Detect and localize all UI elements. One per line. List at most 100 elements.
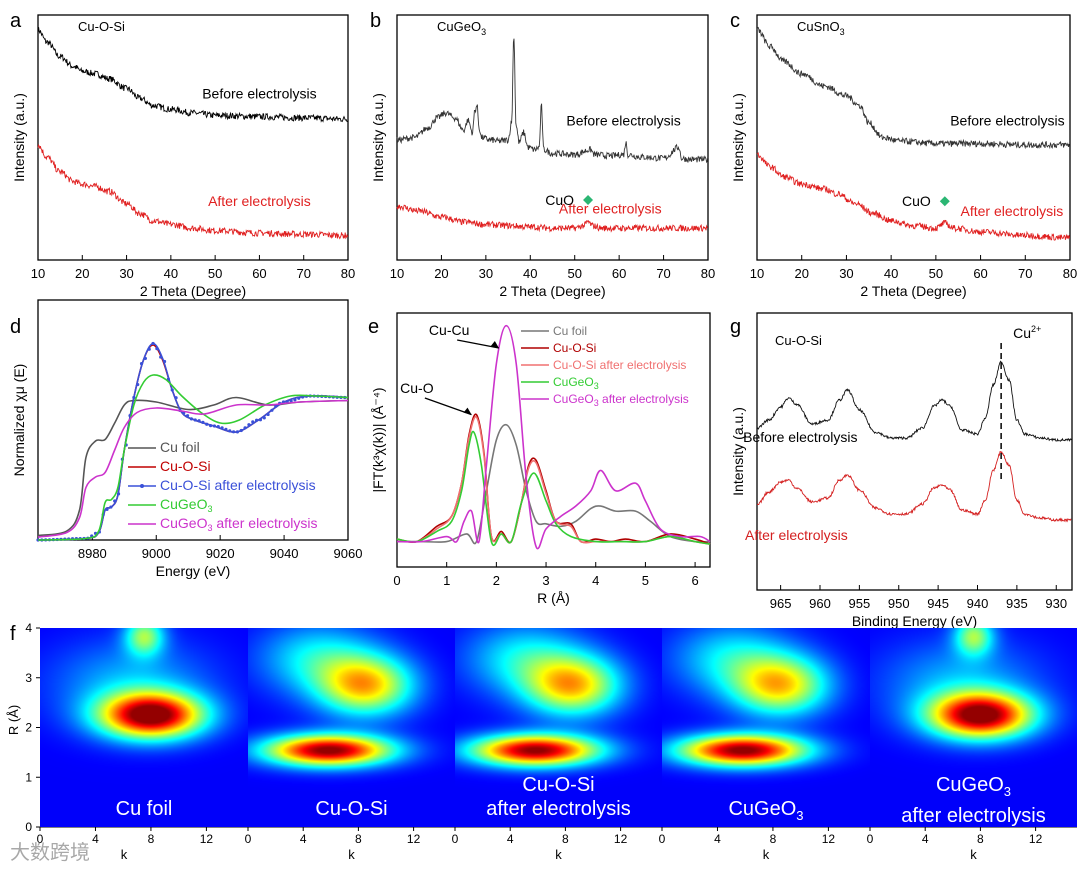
x-tick-label: 6 [691,573,698,588]
panel-letter-b: b [370,10,381,32]
x-tick-label: 20 [434,266,448,281]
subscript: 3 [594,398,599,408]
arrow-head [490,341,499,348]
annotation-arrow [457,339,499,349]
panel-title: Cu-O-Si [78,19,125,34]
x-tick-label: 1 [443,573,450,588]
data-point [136,382,140,387]
subscript: 3 [594,381,599,391]
x-tick-label: 20 [75,266,89,281]
legend-entry: CuGeO3 after electrolysis [160,515,318,533]
data-point [266,412,270,417]
series-line-before-electrolysis [756,360,1072,442]
series-line-after-electrolysis [37,143,349,240]
x-tick-label: 80 [1063,266,1077,281]
x-tick-label: 70 [296,266,310,281]
legend-suffix: after electrolysis [599,392,689,406]
x-axis-label: k [763,847,770,862]
series-line-cugeo3-after-electrolysis [396,324,711,550]
series-label: After electrolysis [745,527,848,543]
x-tick-label: 0 [867,832,874,846]
wavelet-map [662,628,870,827]
x-tick-label: 40 [164,266,178,281]
x-tick-label: 10 [390,266,404,281]
y-axis-label: R (Å) [6,705,21,735]
data-point [139,361,144,366]
x-tick-label: 965 [770,596,792,611]
x-tick-label: 0 [37,832,44,846]
x-tick-label: 50 [929,266,943,281]
x-tick-label: 8 [562,832,569,846]
x-tick-label: 4 [922,832,929,846]
plot-frame [396,14,709,261]
x-tick-label: 12 [200,832,214,846]
panel-letter-a: a [10,10,22,32]
x-tick-label: 955 [849,596,871,611]
x-tick-label: 2 [493,573,500,588]
map-label-text: CuGeO [935,774,1004,796]
panel-letter-d: d [10,316,21,338]
x-tick-label: 12 [1029,832,1043,846]
x-tick-label: 9000 [142,546,171,561]
data-point [109,505,113,509]
data-point [193,418,197,422]
map-label-line: CuGeO3 [662,797,870,828]
data-point [254,418,259,422]
x-tick-label: 945 [927,596,949,611]
data-point [243,426,247,430]
map-label-line: after electrolysis [901,805,1046,827]
x-tick-label: 50 [567,266,581,281]
map-label-text: CuGeO [728,798,797,820]
x-axis-label: Energy (eV) [156,563,231,579]
wavelet-axis-3: 0 4 8 12 k [659,827,836,862]
x-tick-label: 8 [148,832,155,846]
x-tick-label: 70 [656,266,670,281]
series-label: Before electrolysis [743,429,857,445]
panel-letter-g: g [730,316,741,338]
data-point [231,430,236,434]
x-tick-label: 40 [884,266,898,281]
x-axis-label: k [555,847,562,862]
data-point [247,423,251,427]
y-axis-label: |FT(k³χ(k))| (Å⁻⁴) [370,388,386,493]
series-line-cugeo3 [396,430,711,547]
data-point [251,420,255,424]
wavelet-map [455,628,662,827]
x-axis-label: 2 Theta (Degree) [860,283,966,299]
x-tick-label: 12 [822,832,836,846]
legend-suffix: after electrolysis [212,515,317,531]
x-tick-label: 4 [300,832,307,846]
series-line-before-electrolysis [37,27,348,123]
map-label-text: Cu-O-Si [315,798,388,820]
legend-entry: CuGeO3 [160,496,212,514]
wavelet-axis-2: 0 4 8 12 k [452,827,628,862]
subscript: 3 [840,27,845,37]
y-tick-label: 1 [25,770,32,784]
x-tick-label: 9020 [206,546,235,561]
y-tick-label: 4 [25,621,32,635]
map-label-text: Cu foil [115,798,173,820]
chart-e: 0 1 2 3 4 5 6 R (Å) |FT(k³χ(k))| (Å⁻⁴) Cu-Cu Cu-O C… [370,312,711,606]
data-point [159,355,163,359]
annotation-arrow [424,397,472,416]
series-label: After electrolysis [559,200,662,216]
map-label-line: Cu-O-Si [248,797,455,821]
x-axis-label: Binding Energy (eV) [852,613,977,629]
x-tick-label: 60 [612,266,626,281]
x-tick-label: 4 [92,832,99,846]
panel-letter-e: e [368,316,379,338]
x-tick-label: 9060 [334,546,363,561]
superscript: 2+ [1031,324,1041,334]
x-tick-label: 935 [1006,596,1028,611]
x-tick-label: 70 [1018,266,1032,281]
data-point [224,427,228,432]
subscript: 3 [481,27,486,37]
data-point [132,395,136,400]
data-point [105,507,109,511]
panel-title: CuGeO3 [437,19,486,37]
x-tick-label: 8980 [78,546,107,561]
data-point [270,408,274,412]
x-tick-label: 80 [341,266,355,281]
wavelet-map-label: Cu-O-Si after electrolysis [455,773,662,821]
